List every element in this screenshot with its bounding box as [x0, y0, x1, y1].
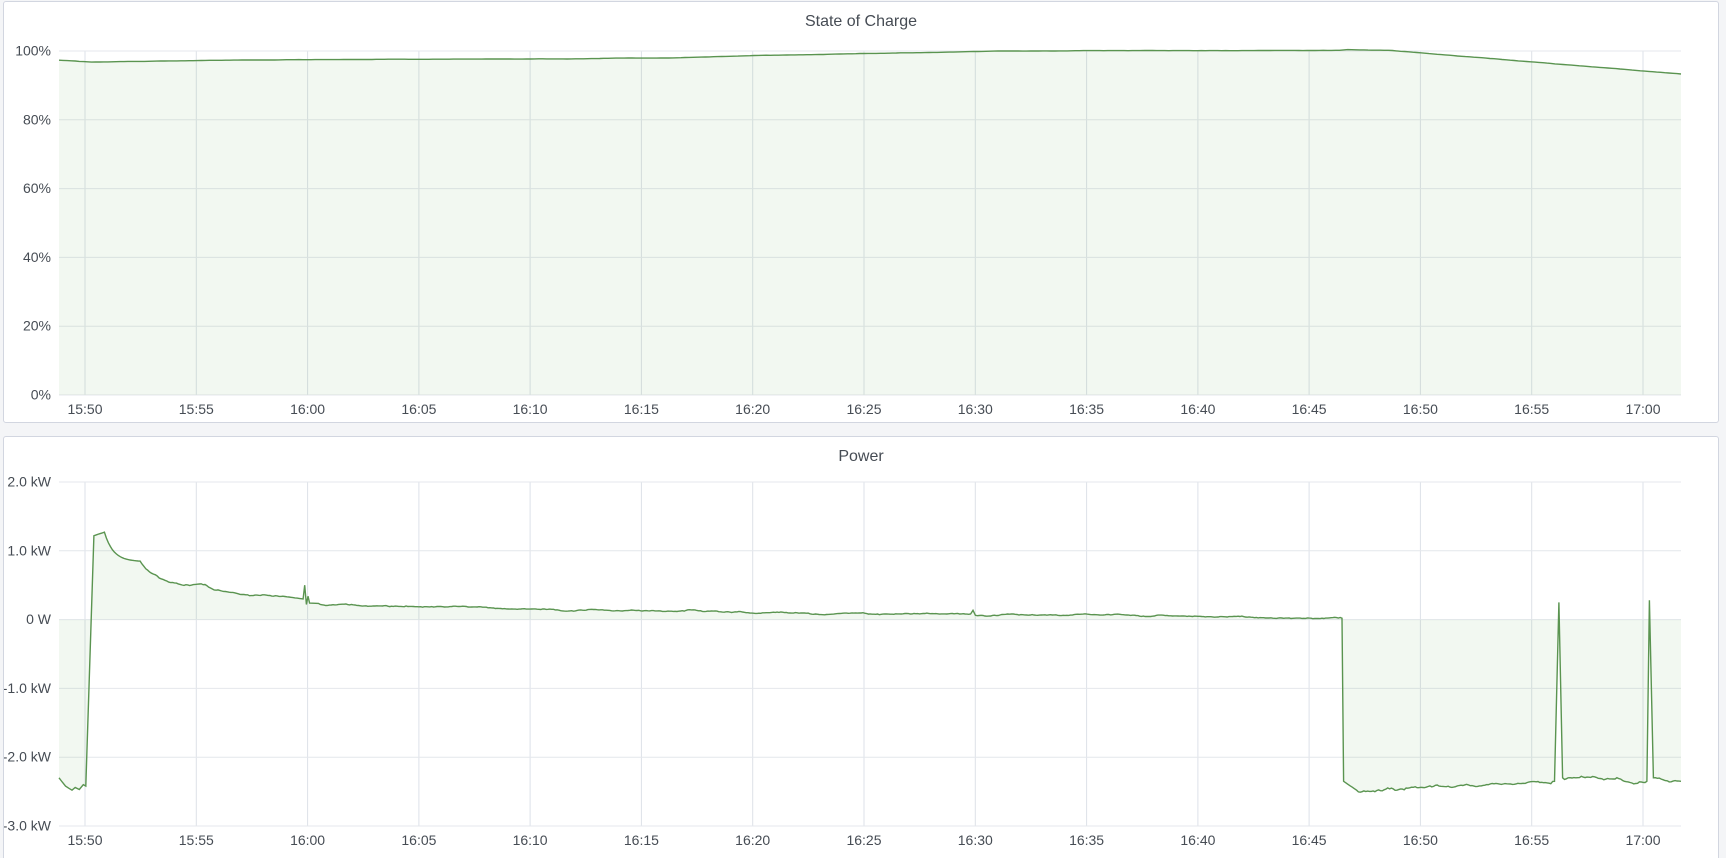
- svg-text:15:55: 15:55: [179, 401, 214, 417]
- svg-text:16:15: 16:15: [624, 401, 659, 417]
- svg-text:16:15: 16:15: [624, 832, 659, 848]
- svg-text:16:40: 16:40: [1180, 401, 1215, 417]
- svg-text:1.0 kW: 1.0 kW: [7, 542, 51, 558]
- svg-text:40%: 40%: [23, 249, 51, 265]
- svg-text:16:30: 16:30: [958, 832, 993, 848]
- svg-text:16:35: 16:35: [1069, 401, 1104, 417]
- svg-text:60%: 60%: [23, 180, 51, 196]
- svg-text:16:00: 16:00: [290, 401, 325, 417]
- svg-text:-3.0 kW: -3.0 kW: [4, 818, 52, 834]
- svg-text:0%: 0%: [31, 387, 51, 403]
- svg-text:16:10: 16:10: [513, 401, 548, 417]
- svg-text:16:55: 16:55: [1514, 401, 1549, 417]
- svg-text:15:50: 15:50: [67, 832, 102, 848]
- svg-text:20%: 20%: [23, 318, 51, 334]
- svg-text:-1.0 kW: -1.0 kW: [4, 680, 52, 696]
- svg-text:16:00: 16:00: [290, 832, 325, 848]
- svg-text:16:35: 16:35: [1069, 832, 1104, 848]
- svg-text:2.0 kW: 2.0 kW: [7, 474, 51, 490]
- svg-text:16:30: 16:30: [958, 401, 993, 417]
- svg-text:-2.0 kW: -2.0 kW: [4, 749, 52, 765]
- svg-text:80%: 80%: [23, 111, 51, 127]
- svg-text:16:25: 16:25: [846, 401, 881, 417]
- svg-text:16:05: 16:05: [401, 832, 436, 848]
- svg-text:16:25: 16:25: [846, 832, 881, 848]
- svg-text:17:00: 17:00: [1625, 832, 1660, 848]
- svg-text:16:05: 16:05: [401, 401, 436, 417]
- svg-text:16:50: 16:50: [1403, 401, 1438, 417]
- svg-text:16:50: 16:50: [1403, 832, 1438, 848]
- svg-text:16:40: 16:40: [1180, 832, 1215, 848]
- svg-text:16:20: 16:20: [735, 832, 770, 848]
- svg-text:15:50: 15:50: [67, 401, 102, 417]
- svg-text:16:45: 16:45: [1292, 401, 1327, 417]
- svg-text:15:55: 15:55: [179, 832, 214, 848]
- svg-text:16:10: 16:10: [513, 832, 548, 848]
- svg-text:100%: 100%: [15, 43, 51, 59]
- svg-text:0 W: 0 W: [26, 611, 52, 627]
- svg-text:17:00: 17:00: [1625, 401, 1660, 417]
- svg-text:16:45: 16:45: [1292, 832, 1327, 848]
- svg-text:16:20: 16:20: [735, 401, 770, 417]
- svg-text:16:55: 16:55: [1514, 832, 1549, 848]
